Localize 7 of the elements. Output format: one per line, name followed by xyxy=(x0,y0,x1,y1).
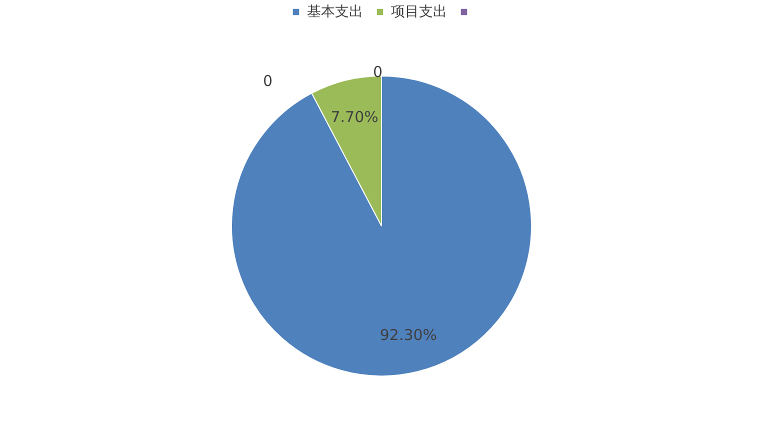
text: 0 xyxy=(263,72,273,90)
pie-slice xyxy=(231,76,532,376)
data-label: 92.30% xyxy=(380,326,438,344)
text: 0 xyxy=(373,63,383,81)
legend-label: 项目支出 xyxy=(391,4,447,20)
data-label: 7.70% xyxy=(330,108,378,126)
legend-label: 基本支出 xyxy=(307,4,363,20)
